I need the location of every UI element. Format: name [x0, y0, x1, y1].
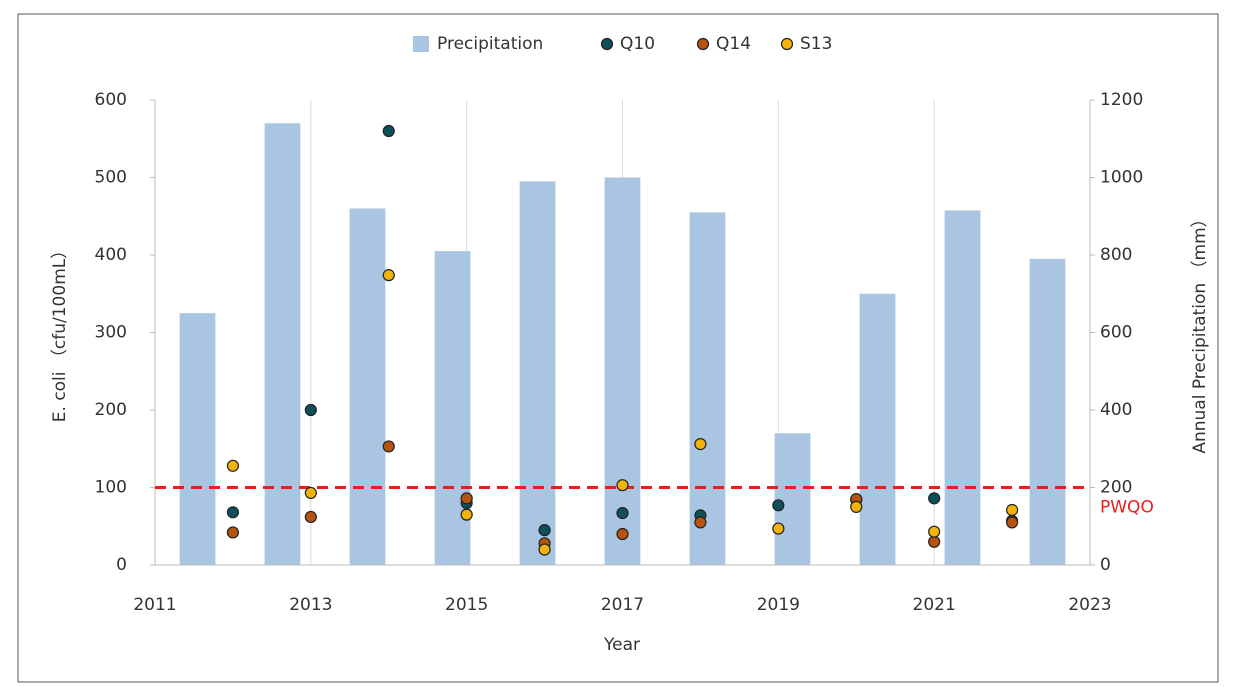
scatter-point: [928, 535, 941, 548]
scatter-point: [460, 508, 473, 521]
scatter-point: [226, 506, 240, 519]
bar: [774, 433, 811, 565]
bar: [944, 210, 981, 565]
y-tick-label: 100: [95, 478, 127, 498]
bar: [859, 293, 896, 565]
x-tick-label: 2019: [757, 595, 800, 615]
y2-axis-title: Annual Precipitation （mm）: [1190, 210, 1210, 453]
bar: [604, 177, 641, 565]
scatter-point: [226, 459, 240, 472]
y2-tick-label: 1000: [1100, 168, 1143, 188]
legend-marker: [600, 37, 614, 51]
scatter-point: [694, 516, 707, 529]
legend-swatch: [413, 36, 429, 52]
y-tick-label: 600: [95, 90, 127, 110]
y-axis-title: E. coli （cfu/100mL）: [50, 242, 70, 422]
legend-label: S13: [800, 34, 832, 54]
x-tick-label: 2023: [1068, 595, 1111, 615]
scatter-point: [694, 438, 707, 451]
y-tick-label: 400: [95, 245, 127, 265]
legend-label: Precipitation: [437, 34, 543, 54]
bar: [179, 313, 216, 565]
scatter-point: [1005, 516, 1019, 529]
scatter-point: [382, 440, 395, 453]
scatter-point: [382, 124, 395, 138]
scatter-point: [1005, 503, 1019, 517]
x-axis-title: Year: [603, 635, 640, 655]
x-tick-label: 2021: [913, 595, 956, 615]
y2-tick-label: 400: [1100, 400, 1132, 420]
bar: [264, 123, 301, 565]
scatter-point: [382, 269, 395, 282]
bar: [349, 208, 386, 565]
bar: [519, 181, 556, 565]
scatter-point: [304, 486, 317, 500]
y-tick-label: 500: [95, 168, 127, 188]
y-tick-label: 300: [95, 323, 127, 343]
scatter-point: [304, 403, 317, 417]
x-tick-label: 2013: [289, 595, 332, 615]
scatter-point: [928, 525, 941, 538]
bar: [689, 212, 726, 565]
y2-tick-label: 600: [1100, 323, 1132, 343]
scatter-point: [928, 492, 941, 505]
scatter-point: [538, 543, 551, 556]
legend-label: Q10: [620, 34, 655, 54]
scatter-point: [226, 526, 240, 539]
reference-label: PWQO: [1100, 498, 1154, 518]
scatter-point: [616, 527, 629, 541]
x-tick-label: 2017: [601, 595, 644, 615]
y-tick-label: 200: [95, 400, 127, 420]
y-tick-label: 0: [116, 555, 127, 575]
legend-label: Q14: [716, 34, 751, 54]
scatter-point: [304, 510, 317, 524]
scatter-point: [616, 479, 629, 492]
legend-marker: [780, 37, 794, 51]
scatter-point: [460, 492, 473, 505]
scatter-point: [850, 500, 863, 513]
y2-tick-label: 800: [1100, 245, 1132, 265]
bar: [1029, 258, 1066, 565]
x-tick-label: 2011: [133, 595, 176, 615]
scatter-point: [772, 499, 785, 512]
y2-tick-label: 0: [1100, 555, 1111, 575]
y2-tick-label: 1200: [1100, 90, 1143, 110]
scatter-point: [772, 522, 785, 535]
scatter-point: [616, 506, 629, 520]
x-tick-label: 2015: [445, 595, 488, 615]
y2-tick-label: 200: [1100, 478, 1132, 498]
scatter-point: [538, 524, 551, 537]
legend-marker: [696, 37, 710, 51]
